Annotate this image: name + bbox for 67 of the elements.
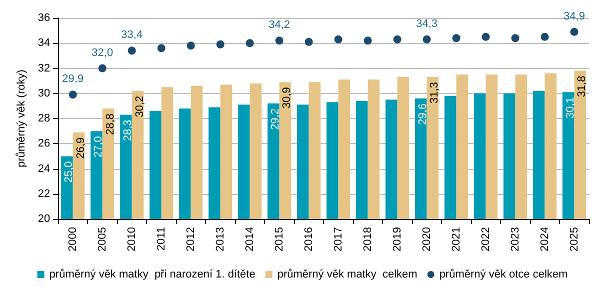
legend-label: průměrný věk matky při narození 1. dítěte (49, 268, 256, 280)
y-tick-label: 32 (38, 62, 50, 74)
x-tick-label: 2012 (184, 227, 197, 252)
point (68, 90, 77, 99)
x-tick-label: 2010 (126, 227, 138, 252)
data-label: 34,9 (564, 10, 585, 22)
y-axis-title: průměrný věk (roky) (16, 70, 28, 168)
x-tick-label: 2011 (155, 227, 168, 251)
legend-label: průměrný věk otce celkem (439, 268, 568, 280)
data-label: 34,3 (416, 18, 438, 30)
x-tick-label: 2022 (480, 227, 492, 252)
point (393, 35, 402, 44)
data-label: 31,8 (576, 76, 588, 98)
y-tick-label: 36 (38, 12, 50, 24)
point (364, 36, 372, 45)
data-label: 31,3 (428, 82, 441, 104)
y-tick-label: 24 (38, 162, 50, 175)
x-tick-label: 2024 (538, 227, 551, 252)
y-tick-label: 34 (38, 37, 50, 50)
data-label: 30,1 (564, 97, 576, 119)
point (511, 34, 520, 42)
point (482, 32, 490, 41)
point (540, 32, 549, 41)
y-tick-label: 30 (38, 87, 50, 100)
x-tick-label: 2015 (273, 227, 286, 252)
point (334, 35, 342, 44)
x-tick-label: 2018 (362, 227, 374, 252)
y-tick-label: 20 (38, 213, 50, 225)
data-label: 26,9 (74, 137, 87, 159)
data-label: 30,9 (281, 87, 294, 108)
legend-label: průměrný věk matky celkem (277, 268, 418, 280)
data-label: 32,0 (92, 46, 114, 59)
x-tick-label: 2000 (66, 227, 79, 252)
x-tick-label: 2016 (302, 227, 315, 252)
x-tick-label: 2013 (214, 227, 226, 252)
x-tick-label: 2014 (244, 227, 256, 252)
point (570, 28, 578, 36)
data-label: 28,8 (104, 113, 116, 135)
point (304, 38, 313, 46)
data-label: 29,2 (269, 108, 282, 130)
data-label: 29,9 (62, 73, 84, 86)
point (128, 46, 136, 55)
x-tick-label: 2017 (332, 227, 344, 252)
y-tick-label: 26 (38, 138, 50, 150)
x-tick-label: 2021 (450, 227, 462, 252)
x-tick-label: 2005 (96, 227, 108, 252)
data-label: 30,2 (134, 96, 146, 118)
point (422, 35, 431, 44)
point (275, 36, 284, 45)
y-tick-label: 28 (38, 112, 50, 124)
x-tick-label: 2025 (568, 227, 580, 252)
point (216, 40, 224, 48)
data-label: 29,6 (416, 103, 429, 125)
data-label: 25,0 (62, 161, 75, 183)
x-tick-label: 2020 (420, 227, 433, 252)
data-label: 28,3 (122, 120, 134, 142)
point (98, 64, 106, 72)
x-tick-label: 2019 (391, 227, 404, 252)
y-tick-label: 22 (38, 188, 50, 200)
data-label: 34,2 (268, 19, 290, 32)
data-label: 33,4 (121, 29, 143, 42)
point (452, 34, 460, 42)
point (246, 39, 254, 48)
data-label: 27,0 (92, 136, 104, 158)
point (157, 44, 166, 52)
point (186, 42, 195, 50)
x-tick-label: 2023 (509, 227, 522, 252)
